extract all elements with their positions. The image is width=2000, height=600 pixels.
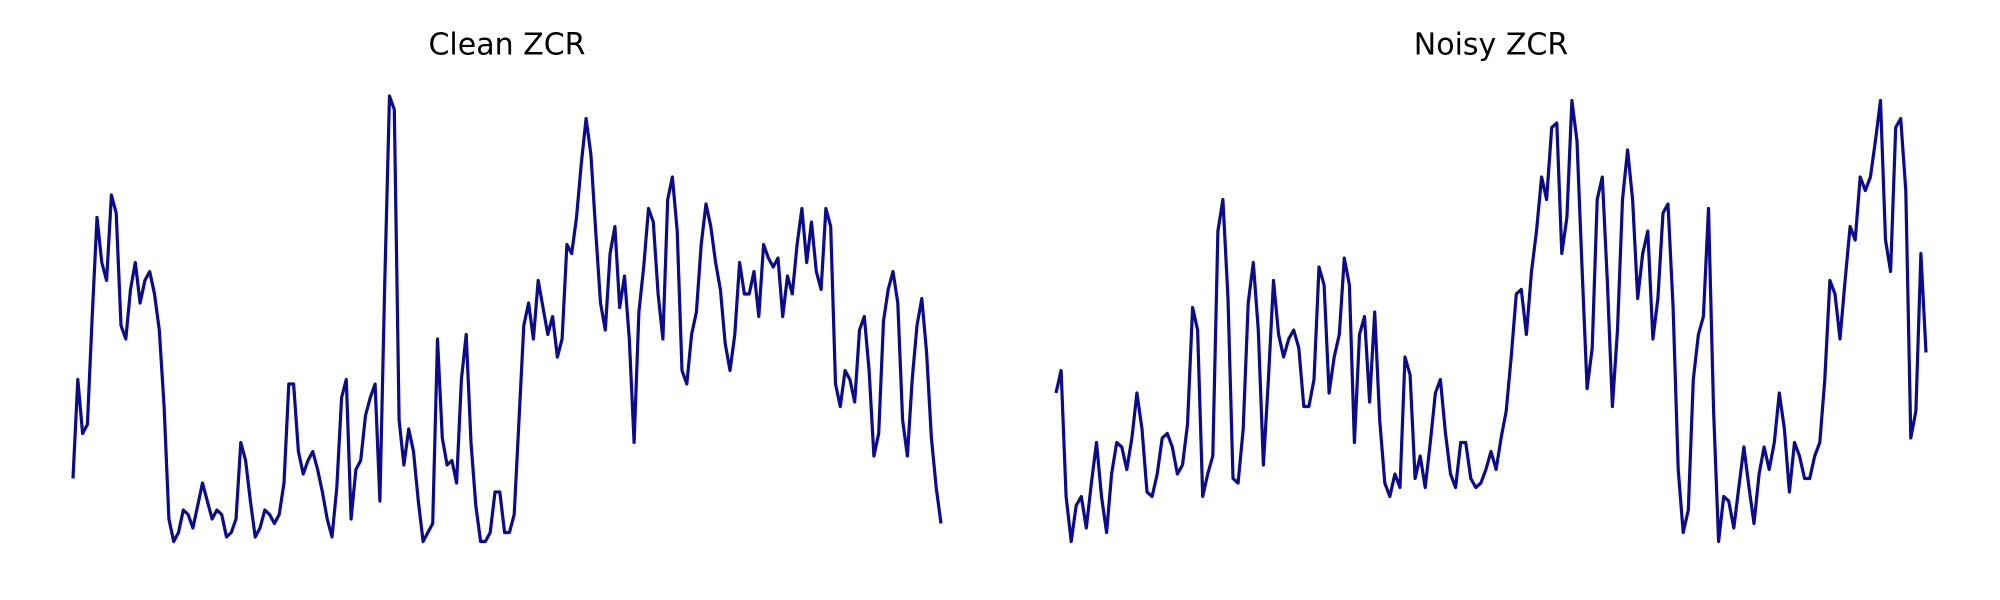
data-line — [1054, 98, 1928, 544]
panel: Noisy ZCR — [1054, 28, 1928, 544]
panel: Clean ZCR — [71, 28, 943, 544]
chart-title: Noisy ZCR — [1414, 28, 1568, 63]
chart-title: Clean ZCR — [428, 28, 585, 63]
data-line — [71, 94, 943, 544]
